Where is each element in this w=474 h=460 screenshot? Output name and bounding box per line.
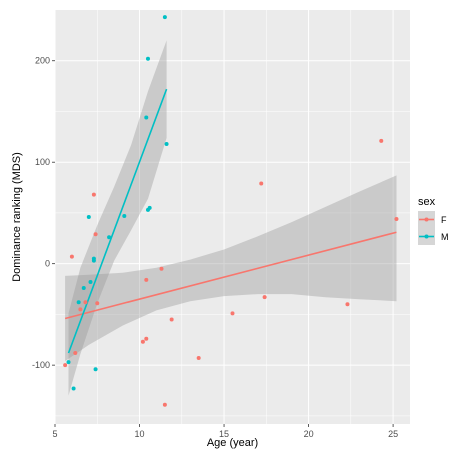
- fit-line-m: [67, 88, 168, 354]
- point-m: [81, 286, 86, 291]
- legend-key-point-m: [424, 234, 429, 239]
- point-f: [169, 317, 174, 322]
- point-f: [230, 311, 235, 316]
- point-m: [162, 15, 167, 20]
- point-m: [145, 56, 150, 61]
- point-f: [345, 302, 350, 307]
- point-f: [144, 277, 149, 282]
- point-m: [88, 279, 93, 284]
- point-m: [91, 258, 96, 263]
- point-m: [144, 115, 149, 120]
- x-tick-label: 25: [388, 429, 398, 439]
- fit-lines: [64, 88, 397, 354]
- y-tick-label: 100: [35, 157, 50, 167]
- x-tick-label: 5: [52, 429, 57, 439]
- confidence-band-m: [68, 40, 167, 396]
- point-m: [66, 360, 71, 365]
- grid-lines: [54, 10, 410, 424]
- point-f: [83, 300, 88, 305]
- axis-ticks: 5 10 15 20 25 -100 0 100 200: [32, 56, 398, 439]
- confidence-band-f: [65, 175, 397, 362]
- legend-label-m: M: [441, 232, 449, 242]
- point-m: [93, 367, 98, 372]
- legend: sex FM: [418, 196, 449, 245]
- point-f: [196, 356, 201, 361]
- point-f: [159, 266, 164, 271]
- point-f: [144, 336, 149, 341]
- point-m: [86, 215, 91, 219]
- point-f: [379, 138, 384, 143]
- legend-title: sex: [418, 196, 436, 208]
- x-tick-label: 10: [135, 429, 145, 439]
- point-m: [76, 300, 81, 305]
- point-f: [78, 307, 83, 312]
- confidence-bands: [65, 40, 397, 396]
- point-f: [162, 402, 167, 407]
- point-f: [95, 301, 100, 306]
- data-points: [63, 15, 399, 407]
- point-f: [140, 339, 145, 344]
- point-m: [164, 141, 169, 146]
- legend-label-f: F: [441, 215, 447, 225]
- point-f: [73, 350, 78, 355]
- y-tick-label: 0: [45, 259, 50, 269]
- point-m: [71, 386, 76, 391]
- y-tick-label: 200: [35, 56, 50, 66]
- y-tick-label: -100: [32, 360, 50, 370]
- point-f: [69, 254, 74, 259]
- point-f: [93, 232, 98, 237]
- point-f: [63, 363, 68, 368]
- x-tick-label: 15: [219, 429, 229, 439]
- point-m: [122, 213, 127, 218]
- point-f: [394, 217, 399, 222]
- y-axis-title: Dominance ranking (MDS): [11, 152, 23, 282]
- point-f: [259, 181, 264, 186]
- x-tick-label: 20: [304, 429, 314, 439]
- point-m: [107, 235, 112, 240]
- legend-key-point-f: [424, 217, 429, 222]
- point-f: [91, 192, 96, 197]
- point-m: [147, 205, 152, 210]
- point-f: [262, 295, 267, 300]
- x-axis-title: Age (year): [207, 437, 258, 449]
- fit-line-f: [64, 231, 397, 320]
